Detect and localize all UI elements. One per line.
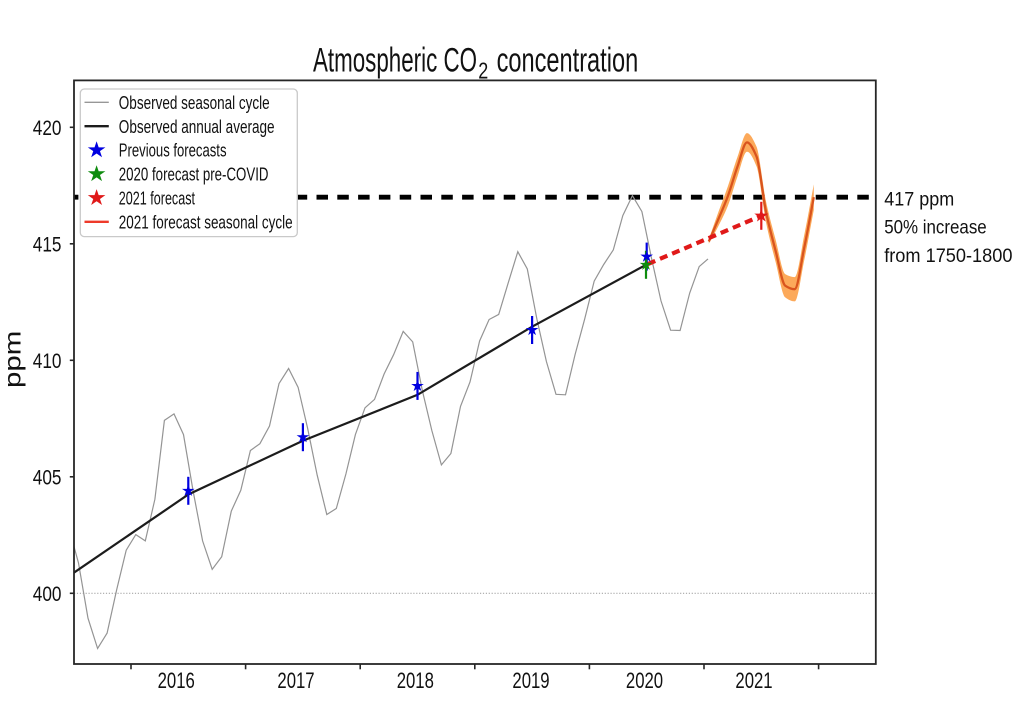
svg-text:ppm: ppm: [0, 331, 26, 388]
svg-text:420: 420: [33, 117, 62, 140]
svg-text:400: 400: [33, 583, 62, 606]
svg-text:Observed annual average: Observed annual average: [119, 116, 275, 137]
svg-text:410: 410: [33, 350, 62, 373]
svg-text:2021 forecast seasonal cycle: 2021 forecast seasonal cycle: [119, 211, 293, 232]
svg-text:2019: 2019: [512, 668, 549, 693]
svg-text:concentration: concentration: [497, 42, 639, 80]
svg-text:from 1750-1800: from 1750-1800: [884, 245, 1012, 267]
svg-text:417 ppm: 417 ppm: [884, 189, 954, 211]
svg-text:2: 2: [478, 58, 488, 84]
svg-text:50% increase: 50% increase: [884, 217, 987, 239]
svg-text:2020: 2020: [626, 668, 663, 693]
svg-text:Observed seasonal cycle: Observed seasonal cycle: [119, 92, 270, 113]
svg-text:405: 405: [33, 466, 62, 489]
svg-text:2017: 2017: [277, 668, 314, 693]
svg-text:Atmospheric CO: Atmospheric CO: [313, 42, 477, 80]
svg-text:415: 415: [33, 233, 62, 256]
svg-text:Previous forecasts: Previous forecasts: [119, 140, 227, 161]
svg-text:2021: 2021: [735, 668, 772, 693]
svg-text:2021 forecast: 2021 forecast: [119, 188, 196, 209]
svg-text:2018: 2018: [397, 668, 434, 693]
svg-text:2016: 2016: [158, 668, 195, 693]
svg-text:2020 forecast pre-COVID: 2020 forecast pre-COVID: [119, 164, 269, 185]
